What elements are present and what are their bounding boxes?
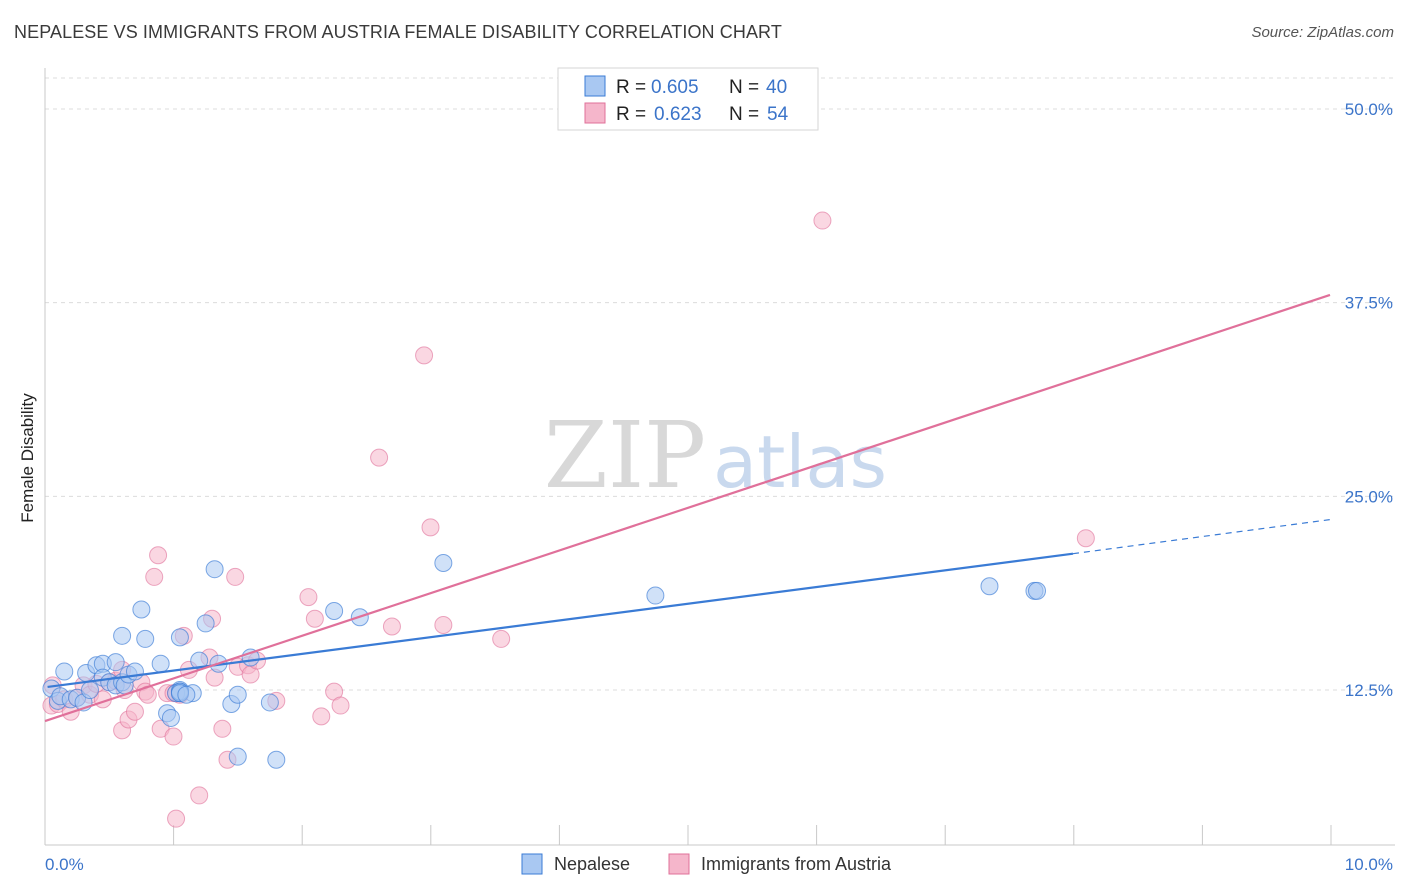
point-austria — [164, 727, 183, 746]
point-nepalese — [980, 577, 999, 596]
series-austria-points — [42, 211, 1095, 828]
bottom-legend: Nepalese Immigrants from Austria — [521, 853, 892, 875]
y-tick-labels: 12.5% 25.0% 37.5% 50.0% — [1345, 100, 1393, 700]
point-austria — [190, 786, 209, 805]
point-austria — [125, 702, 144, 721]
y-tick-label: 50.0% — [1345, 100, 1393, 119]
point-nepalese — [228, 685, 247, 704]
point-nepalese — [161, 708, 180, 727]
point-austria — [213, 719, 232, 738]
trend-line-nepalese-extension — [1072, 519, 1331, 555]
point-austria — [145, 567, 164, 586]
point-austria — [149, 546, 168, 565]
source-label: Source: ZipAtlas.com — [1251, 24, 1394, 41]
legend-r-label-1: R = — [616, 77, 646, 98]
axes — [44, 68, 1395, 846]
legend-n-value-2: 54 — [767, 104, 789, 125]
point-nepalese — [196, 614, 215, 633]
point-nepalese — [267, 750, 286, 769]
point-austria — [415, 346, 434, 365]
legend-r-value-2: 0.623 — [654, 104, 702, 125]
point-nepalese — [228, 747, 247, 766]
point-austria — [813, 211, 832, 230]
legend-swatch-austria — [584, 102, 606, 124]
point-nepalese — [132, 600, 151, 619]
bottom-legend-austria: Immigrants from Austria — [701, 854, 892, 874]
point-nepalese — [260, 693, 279, 712]
legend-n-label-1: N = — [729, 77, 759, 98]
legend-r-value-1: 0.605 — [651, 77, 699, 98]
series-nepalese-points — [42, 553, 1047, 769]
legend-n-label-2: N = — [729, 104, 759, 125]
point-nepalese — [136, 629, 155, 648]
bottom-legend-swatch-austria — [668, 853, 690, 875]
point-nepalese — [325, 602, 344, 621]
point-nepalese — [646, 586, 665, 605]
bottom-legend-nepalese: Nepalese — [554, 854, 630, 874]
point-austria — [1076, 529, 1095, 548]
point-nepalese — [205, 560, 224, 579]
legend-r-label-2: R = — [616, 104, 646, 125]
point-austria — [370, 448, 389, 467]
point-nepalese — [434, 553, 453, 572]
point-austria — [167, 809, 186, 828]
point-austria — [421, 518, 440, 537]
y-tick-label: 12.5% — [1345, 681, 1393, 700]
legend-n-value-1: 40 — [766, 77, 787, 98]
point-nepalese — [151, 654, 170, 673]
trend-line-austria — [44, 293, 1331, 723]
legend-swatch-nepalese — [584, 75, 606, 97]
watermark-zip: ZIP — [544, 402, 706, 509]
bottom-legend-swatch-nepalese — [521, 853, 543, 875]
y-axis-label: Female Disability — [18, 393, 37, 523]
point-nepalese — [80, 681, 99, 700]
x-tick-label-right: 10.0% — [1345, 855, 1393, 874]
legend: R = 0.605 N = 40 R = 0.623 N = 54 — [557, 67, 819, 131]
x-tick-labels: 0.0% 10.0% — [45, 855, 1393, 874]
y-tick-label: 25.0% — [1345, 487, 1393, 506]
point-austria — [312, 707, 331, 726]
point-nepalese — [55, 662, 74, 681]
point-nepalese — [177, 685, 196, 704]
trend-line-nepalese — [47, 552, 1074, 689]
x-tick-label-left: 0.0% — [45, 855, 84, 874]
point-nepalese — [170, 628, 189, 647]
point-austria — [382, 617, 401, 636]
point-austria — [492, 629, 511, 648]
point-austria — [299, 588, 318, 607]
point-nepalese — [106, 653, 125, 672]
point-nepalese — [113, 626, 132, 645]
point-austria — [331, 696, 350, 715]
point-austria — [226, 567, 245, 586]
point-austria — [434, 615, 453, 634]
gridlines — [45, 77, 1395, 691]
chart-title: NEPALESE VS IMMIGRANTS FROM AUSTRIA FEMA… — [14, 22, 782, 42]
trend-lines — [44, 293, 1331, 723]
point-austria — [305, 609, 324, 628]
y-tick-label: 37.5% — [1345, 294, 1393, 313]
point-nepalese — [1028, 581, 1047, 600]
